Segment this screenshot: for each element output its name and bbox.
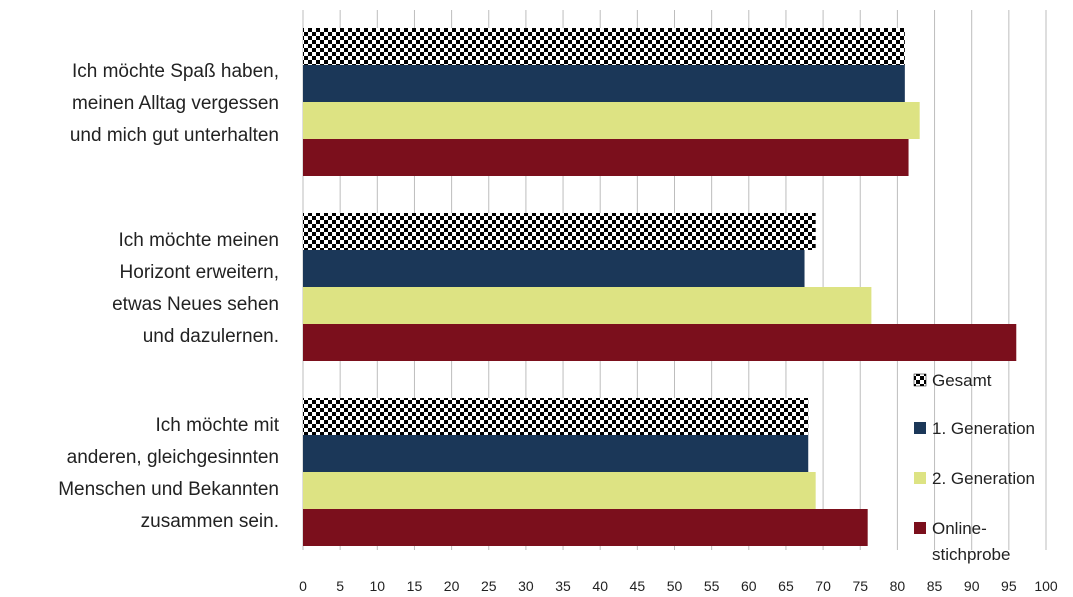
category-label-0: Ich möchte Spaß haben, meinen Alltag verg… xyxy=(70,61,279,146)
x-axis-tick-labels: 0 5 10 15 20 25 30 35 40 45 50 55 60 65 70 75 80 85 90 95 10… xyxy=(299,578,1058,594)
category-labels: Ich möchte Spaß haben, meinen Alltag verg… xyxy=(58,61,279,532)
x-tick-label-15: 75 xyxy=(852,578,868,594)
x-tick-label-2: 10 xyxy=(370,578,386,594)
legend-item-2: 2. Generation xyxy=(914,469,1035,488)
bars xyxy=(303,28,1017,546)
x-tick-label-4: 20 xyxy=(444,578,460,594)
x-tick-label-20: 100 xyxy=(1034,578,1058,594)
category-label-1: Ich möchte meinen Horizont erweitern, etwa… xyxy=(112,230,279,347)
legend-item-0: Gesamt xyxy=(913,371,992,390)
bar-2-0 xyxy=(303,398,809,435)
x-tick-label-0: 0 xyxy=(299,578,307,594)
x-tick-label-1: 5 xyxy=(336,578,344,594)
legend-swatch-3 xyxy=(914,522,926,534)
x-tick-label-17: 85 xyxy=(927,578,943,594)
x-tick-label-14: 70 xyxy=(815,578,831,594)
bar-1-1 xyxy=(303,250,805,287)
legend-label-1: 1. Generation xyxy=(932,419,1035,438)
bar-0-1 xyxy=(303,65,905,102)
x-tick-label-10: 50 xyxy=(667,578,683,594)
category-label-2: Ich möchte mit anderen, gleichgesinnten Me… xyxy=(58,415,279,532)
x-tick-label-18: 90 xyxy=(964,578,980,594)
legend-label-0: Gesamt xyxy=(932,371,992,390)
bar-2-2 xyxy=(303,472,816,509)
bar-0-2 xyxy=(303,102,920,139)
bar-1-2 xyxy=(303,287,872,324)
bar-0-0 xyxy=(303,28,905,65)
x-tick-label-6: 30 xyxy=(518,578,534,594)
bar-1-3 xyxy=(303,324,1017,361)
legend-swatch-0 xyxy=(913,373,927,387)
legend: Gesamt 1. Generation 2. Generation Online-s… xyxy=(913,371,1035,564)
bar-2-3 xyxy=(303,509,868,546)
x-tick-label-5: 25 xyxy=(481,578,497,594)
legend-label-3: Online-stichprobe xyxy=(932,519,1010,564)
legend-swatch-1 xyxy=(914,422,926,434)
legend-item-3: Online-stichprobe xyxy=(914,519,1010,564)
x-tick-label-19: 95 xyxy=(1001,578,1017,594)
bar-2-1 xyxy=(303,435,809,472)
x-tick-label-7: 35 xyxy=(555,578,571,594)
bar-1-0 xyxy=(303,213,816,250)
legend-label-2: 2. Generation xyxy=(932,469,1035,488)
x-tick-label-9: 45 xyxy=(630,578,646,594)
x-tick-label-12: 60 xyxy=(741,578,757,594)
x-tick-label-3: 15 xyxy=(407,578,423,594)
x-tick-label-13: 65 xyxy=(778,578,794,594)
x-tick-label-8: 40 xyxy=(592,578,608,594)
legend-item-1: 1. Generation xyxy=(914,419,1035,438)
legend-swatch-2 xyxy=(914,472,926,484)
bar-0-3 xyxy=(303,139,909,176)
x-tick-label-11: 55 xyxy=(704,578,720,594)
x-tick-label-16: 80 xyxy=(890,578,906,594)
